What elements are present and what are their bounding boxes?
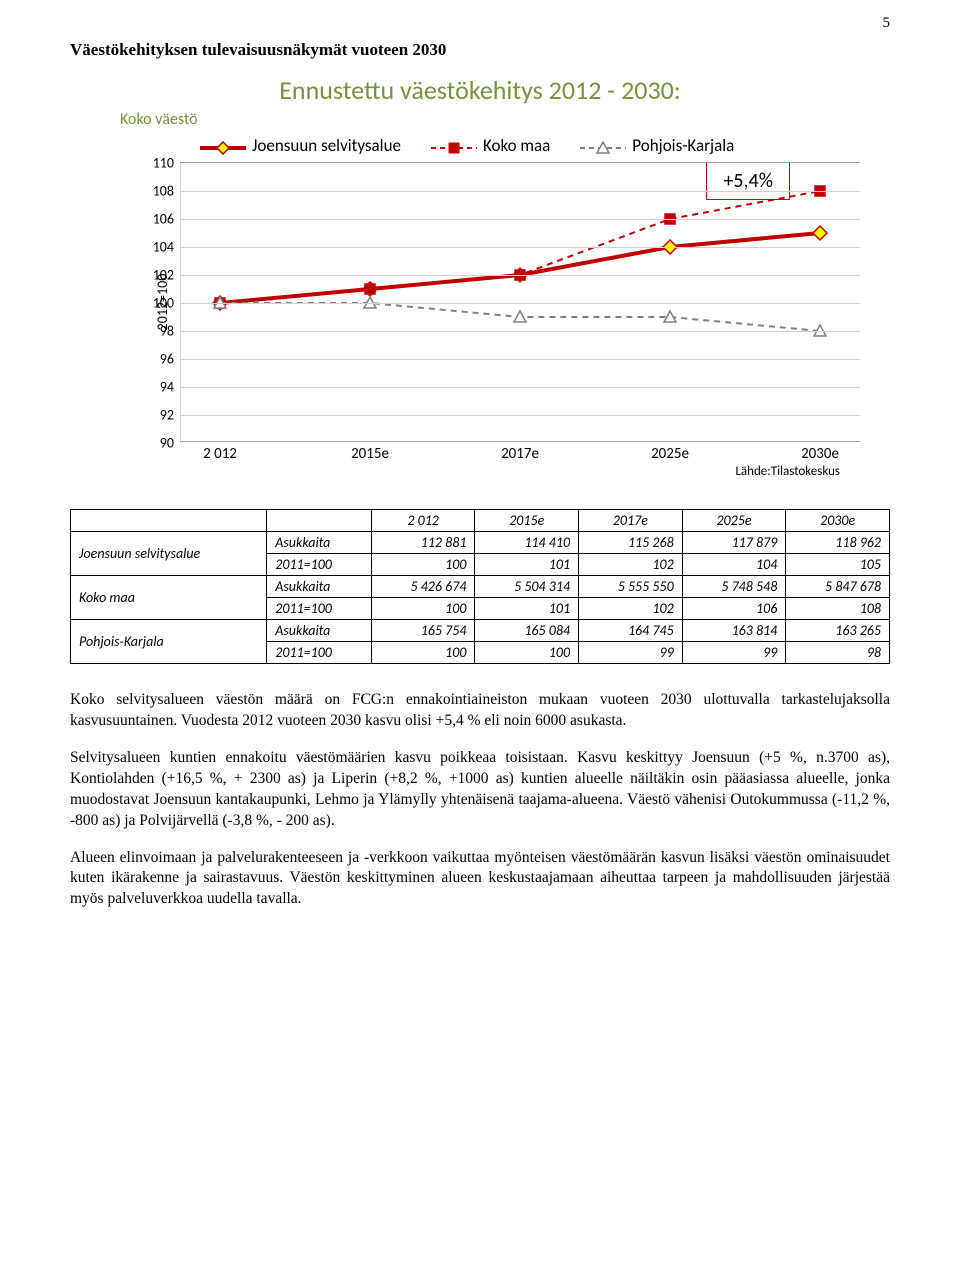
table-sub-label: Asukkaita <box>267 576 372 598</box>
x-tick-label: 2030e <box>801 445 839 463</box>
table-sub-label: Asukkaita <box>267 532 372 554</box>
legend-label: Pohjois-Karjala <box>632 135 734 156</box>
table-cell: 114 410 <box>475 532 579 554</box>
table-sub-label: 2011=100 <box>267 598 372 620</box>
y-tick-label: 110 <box>140 155 174 172</box>
data-table: 2 0122015e2017e2025e2030eJoensuun selvit… <box>70 509 890 664</box>
table-cell: 163 814 <box>682 620 786 642</box>
table-cell: 106 <box>682 598 786 620</box>
table-cell: 115 268 <box>579 532 683 554</box>
y-tick-label: 102 <box>140 267 174 284</box>
chart-source: Lähde:Tilastokeskus <box>120 464 840 479</box>
legend-label: Joensuun selvitysalue <box>252 135 401 156</box>
y-tick-label: 92 <box>140 407 174 424</box>
y-tick-label: 104 <box>140 239 174 256</box>
table-cell: 101 <box>475 554 579 576</box>
x-tick-label: 2017e <box>501 445 539 463</box>
y-tick-label: 98 <box>140 323 174 340</box>
table-cell: 98 <box>786 642 890 664</box>
y-tick-label: 100 <box>140 295 174 312</box>
y-tick-label: 94 <box>140 379 174 396</box>
table-row: Koko maaAsukkaita5 426 6745 504 3145 555… <box>71 576 890 598</box>
legend-item: Koko maa <box>431 135 550 156</box>
table-cell: 105 <box>786 554 890 576</box>
table-cell: 165 084 <box>475 620 579 642</box>
table-header: 2015e <box>475 510 579 532</box>
paragraph: Selvitysalueen kuntien ennakoitu väestöm… <box>70 748 890 832</box>
table-cell: 102 <box>579 554 683 576</box>
table-cell: 5 504 314 <box>475 576 579 598</box>
chart-subtitle: Koko väestö <box>120 110 890 129</box>
table-row: Pohjois-KarjalaAsukkaita165 754165 08416… <box>71 620 890 642</box>
table-cell: 100 <box>371 554 475 576</box>
chart-legend: Joensuun selvitysalue Koko maa Pohjois-Kar… <box>200 135 860 156</box>
table-cell: 112 881 <box>371 532 475 554</box>
section-title: Väestökehityksen tulevaisuusnäkymät vuot… <box>70 40 890 60</box>
table-group-label: Joensuun selvitysalue <box>71 532 267 576</box>
table-header <box>267 510 372 532</box>
chart-title: Ennustettu väestökehitys 2012 - 2030: <box>70 74 890 106</box>
legend-label: Koko maa <box>483 135 550 156</box>
legend-swatch <box>580 139 626 153</box>
table-cell: 163 265 <box>786 620 890 642</box>
y-tick-label: 108 <box>140 183 174 200</box>
table-cell: 100 <box>371 642 475 664</box>
legend-swatch <box>200 139 246 153</box>
body-text: Koko selvitysalueen väestön määrä on FCG… <box>70 690 890 910</box>
table-header: 2030e <box>786 510 890 532</box>
table-cell: 99 <box>682 642 786 664</box>
table-cell: 99 <box>579 642 683 664</box>
table-sub-label: Asukkaita <box>267 620 372 642</box>
page-number: 5 <box>883 15 891 32</box>
table-cell: 100 <box>371 598 475 620</box>
table-group-label: Koko maa <box>71 576 267 620</box>
y-tick-label: 96 <box>140 351 174 368</box>
table-header <box>71 510 267 532</box>
table-cell: 164 745 <box>579 620 683 642</box>
table-cell: 165 754 <box>371 620 475 642</box>
table-header: 2 012 <box>371 510 475 532</box>
paragraph: Alueen elinvoimaan ja palvelurakenteesee… <box>70 848 890 911</box>
legend-item: Pohjois-Karjala <box>580 135 734 156</box>
table-cell: 5 748 548 <box>682 576 786 598</box>
table-cell: 118 962 <box>786 532 890 554</box>
y-tick-label: 106 <box>140 211 174 228</box>
table-header: 2025e <box>682 510 786 532</box>
table-cell: 5 555 550 <box>579 576 683 598</box>
table-sub-label: 2011=100 <box>267 554 372 576</box>
table-cell: 5 847 678 <box>786 576 890 598</box>
x-tick-label: 2 012 <box>203 445 237 463</box>
table-sub-label: 2011=100 <box>267 642 372 664</box>
paragraph: Koko selvitysalueen väestön määrä on FCG… <box>70 690 890 732</box>
table-cell: 117 879 <box>682 532 786 554</box>
y-tick-label: 90 <box>140 435 174 452</box>
table-row: Joensuun selvitysalueAsukkaita112 881114… <box>71 532 890 554</box>
table-group-label: Pohjois-Karjala <box>71 620 267 664</box>
x-tick-label: 2015e <box>351 445 389 463</box>
legend-item: Joensuun selvitysalue <box>200 135 401 156</box>
table-cell: 108 <box>786 598 890 620</box>
table-cell: 101 <box>475 598 579 620</box>
population-line-chart: Joensuun selvitysalue Koko maa Pohjois-Kar… <box>120 135 860 479</box>
table-header: 2017e <box>579 510 683 532</box>
legend-swatch <box>431 139 477 153</box>
x-tick-label: 2025e <box>651 445 689 463</box>
table-cell: 102 <box>579 598 683 620</box>
table-cell: 5 426 674 <box>371 576 475 598</box>
table-cell: 104 <box>682 554 786 576</box>
table-cell: 100 <box>475 642 579 664</box>
